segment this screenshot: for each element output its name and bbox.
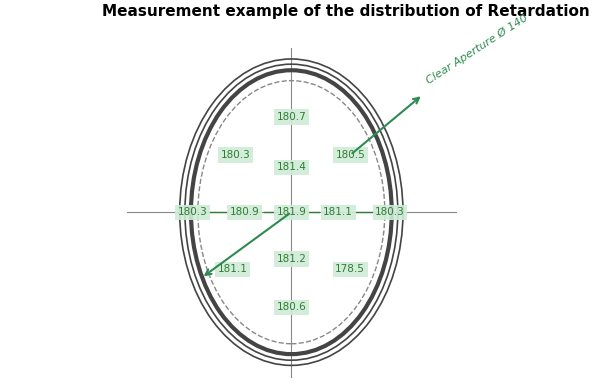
- Text: Measurement example of the distribution of Retardation: Measurement example of the distribution …: [102, 4, 590, 19]
- Text: 178.5: 178.5: [335, 264, 365, 274]
- Text: 180.6: 180.6: [277, 302, 306, 312]
- Text: 181.4: 181.4: [277, 162, 306, 172]
- Text: 180.5: 180.5: [335, 150, 365, 160]
- Text: 180.3: 180.3: [178, 207, 208, 217]
- Text: 181.9: 181.9: [277, 207, 306, 217]
- Text: 181.2: 181.2: [277, 254, 306, 264]
- Text: 181.1: 181.1: [218, 264, 247, 274]
- Text: 180.3: 180.3: [375, 207, 405, 217]
- Text: 181.1: 181.1: [323, 207, 353, 217]
- Text: Clear Aperture Ø 140: Clear Aperture Ø 140: [424, 12, 530, 86]
- Text: 180.9: 180.9: [230, 207, 259, 217]
- Text: 180.3: 180.3: [221, 150, 251, 160]
- Text: 180.7: 180.7: [277, 112, 306, 122]
